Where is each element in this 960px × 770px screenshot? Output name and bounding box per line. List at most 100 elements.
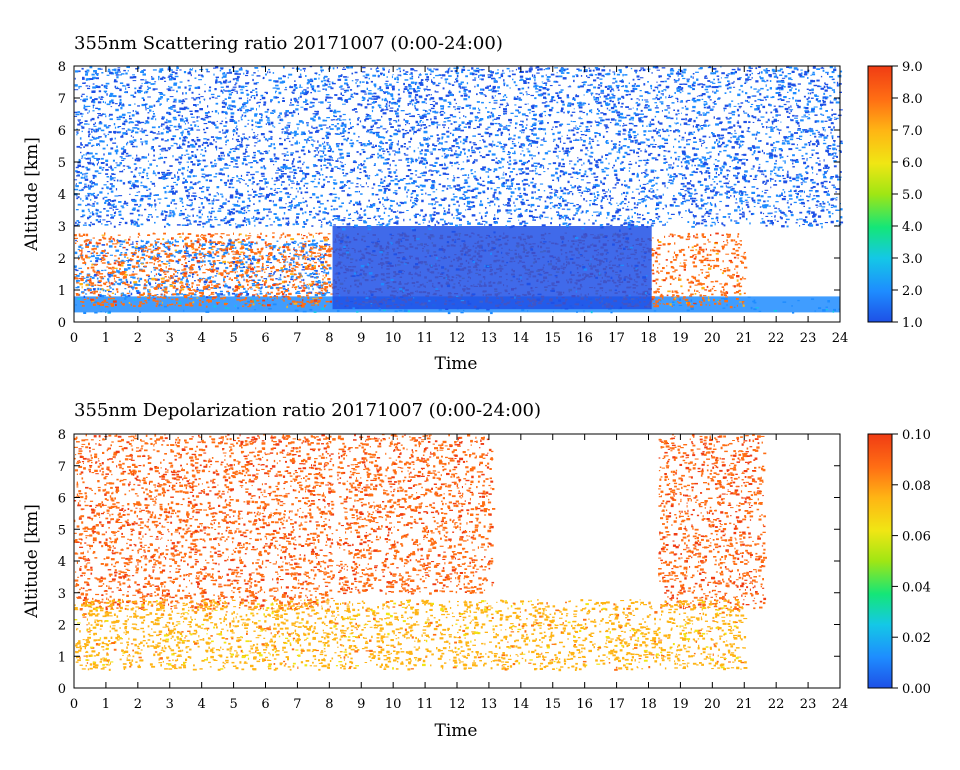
- heatmap-cell: [91, 276, 95, 279]
- heatmap-cell: [194, 86, 198, 89]
- heatmap-cell: [824, 186, 827, 188]
- heatmap-cell: [512, 138, 516, 140]
- heatmap-cell: [683, 259, 688, 261]
- heatmap-cell: [234, 256, 236, 258]
- heatmap-cell: [134, 287, 138, 290]
- heatmap-cell: [455, 215, 459, 217]
- heatmap-cell: [122, 293, 125, 297]
- heatmap-cell: [260, 303, 263, 306]
- heatmap-cell: [395, 169, 398, 171]
- heatmap-cell: [693, 254, 697, 256]
- heatmap-cell: [629, 294, 631, 297]
- heatmap-cell: [261, 269, 263, 272]
- heatmap-cell: [484, 264, 486, 267]
- heatmap-cell: [733, 195, 735, 198]
- heatmap-cell: [154, 267, 158, 269]
- heatmap-cell: [232, 253, 237, 255]
- heatmap-cell: [262, 265, 264, 268]
- heatmap-cell: [764, 189, 769, 191]
- heatmap-cell: [219, 235, 222, 238]
- heatmap-cell: [265, 234, 268, 237]
- heatmap-cell: [342, 228, 346, 231]
- heatmap-cell: [74, 251, 78, 255]
- heatmap-cell: [240, 269, 244, 272]
- heatmap-cell: [188, 292, 192, 295]
- heatmap-cell: [681, 74, 684, 77]
- heatmap-cell: [209, 239, 212, 242]
- heatmap-cell: [137, 236, 139, 238]
- heatmap-cell: [228, 224, 232, 226]
- heatmap-cell: [206, 284, 210, 287]
- heatmap-cell: [726, 291, 729, 294]
- heatmap-cell: [295, 250, 297, 253]
- heatmap-cell: [497, 306, 500, 309]
- heatmap-cell: [199, 250, 201, 253]
- heatmap-cell: [726, 239, 728, 242]
- heatmap-cell: [237, 275, 239, 277]
- heatmap-cell: [141, 303, 145, 305]
- heatmap-cell: [158, 259, 161, 262]
- heatmap-cell: [522, 183, 526, 186]
- heatmap-cell: [285, 246, 290, 249]
- heatmap-cell: [231, 250, 234, 253]
- heatmap-cell: [694, 236, 699, 239]
- heatmap-cell: [320, 245, 323, 249]
- heatmap-cell: [463, 253, 467, 256]
- heatmap-cell: [301, 233, 303, 236]
- heatmap-cell: [286, 275, 290, 278]
- heatmap-cell: [656, 105, 658, 107]
- heatmap-cell: [518, 219, 520, 221]
- heatmap-cell: [139, 258, 141, 261]
- heatmap-cell: [455, 150, 457, 153]
- heatmap-cell: [544, 216, 548, 218]
- heatmap-cell: [282, 293, 285, 296]
- heatmap-cell: [389, 233, 392, 236]
- heatmap-cell: [144, 140, 148, 143]
- heatmap-cell: [653, 305, 657, 308]
- heatmap-cell: [256, 295, 260, 297]
- heatmap-cell: [223, 277, 225, 280]
- heatmap-cell: [223, 275, 226, 279]
- heatmap-cell: [668, 164, 672, 166]
- heatmap-cell: [260, 232, 262, 235]
- heatmap-cell: [609, 190, 611, 193]
- heatmap-cell: [256, 235, 260, 239]
- heatmap-cell: [662, 303, 664, 305]
- heatmap-cell: [358, 190, 360, 193]
- heatmap-cell: [259, 292, 263, 295]
- heatmap-cell: [712, 285, 715, 288]
- feature-fill: [332, 226, 652, 310]
- heatmap-cell: [121, 273, 126, 275]
- heatmap-cell: [99, 295, 102, 297]
- heatmap-cell: [238, 265, 241, 268]
- heatmap-cell: [304, 241, 307, 243]
- heatmap-cell: [113, 277, 115, 280]
- heatmap-cell: [407, 169, 412, 172]
- heatmap-cell: [124, 288, 127, 290]
- heatmap-cell: [413, 265, 415, 268]
- heatmap-cell: [143, 258, 146, 261]
- heatmap-cell: [307, 275, 311, 277]
- heatmap-cell: [687, 303, 691, 306]
- heatmap-cell: [100, 260, 102, 263]
- heatmap-cell: [668, 134, 670, 137]
- heatmap-cell: [144, 79, 147, 81]
- heatmap-cell: [209, 243, 212, 246]
- heatmap-cell: [197, 238, 200, 241]
- heatmap-cell: [116, 239, 118, 242]
- heatmap-cell: [116, 282, 119, 285]
- heatmap-cell: [290, 278, 294, 281]
- heatmap-cell: [313, 276, 318, 279]
- heatmap-cell: [96, 277, 99, 280]
- heatmap-cell: [268, 245, 272, 247]
- heatmap-cell: [363, 166, 367, 169]
- heatmap-cell: [140, 262, 144, 264]
- heatmap-cell: [170, 275, 173, 278]
- heatmap-cell: [187, 175, 190, 178]
- heatmap-cell: [147, 292, 152, 295]
- heatmap-cell: [669, 276, 674, 279]
- heatmap-cell: [673, 259, 677, 261]
- heatmap-cell: [723, 284, 726, 287]
- heatmap-cell: [351, 275, 356, 277]
- heatmap-cell: [94, 311, 98, 314]
